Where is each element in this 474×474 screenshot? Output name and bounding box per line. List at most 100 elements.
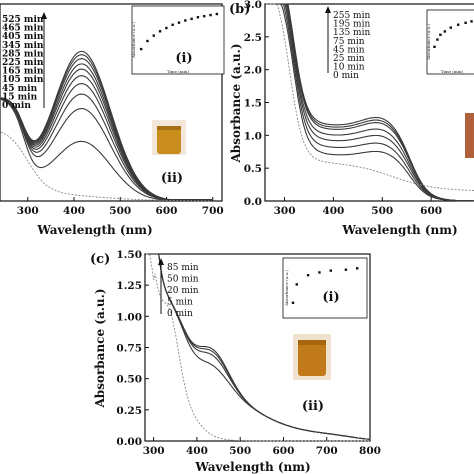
panel-a-legend-arrowhead (41, 12, 47, 19)
panel-c-inset-ylabel: Absorbance (a.u.) (284, 270, 289, 307)
panel-b-x-tick-label: 400 (322, 205, 344, 217)
panel-a-series-line (0, 131, 212, 202)
panel-a-x-ticks: 300 400 500 600 700 (17, 197, 224, 217)
panel-c-legend-item: 5 min (167, 298, 193, 308)
panel-b-inset-frame (426, 9, 474, 75)
panel-c-legend-item: 50 min (167, 275, 199, 285)
panel-b-x-tick-label: 500 (371, 205, 393, 217)
panel-a-inset-point (209, 13, 212, 17)
panel-c-x-tick-label: 500 (229, 445, 251, 457)
panel-a-legend-item: 45 min (2, 84, 38, 94)
panel-c-inset: (i) Absorbance (a.u.) (282, 257, 368, 319)
panel-a-frame (0, 3, 223, 202)
panel-c-inset-point (318, 271, 321, 274)
panel-b-inset-point (439, 33, 442, 36)
panel-a-legend-item: 225 min (2, 58, 44, 68)
panel-b-y-tick-label: 1.5 (244, 98, 262, 110)
panel-b-curves (266, 3, 474, 202)
panel-b-y-ticks: 0.0 0.5 1.0 1.5 2.0 2.5 3.0 (244, 0, 269, 208)
panel-a-inset-point (177, 21, 181, 24)
panel-b-inset-point (464, 21, 467, 24)
panel-a-inset-point (171, 23, 174, 26)
panel-a-inset-point (139, 47, 143, 51)
panel-a-legend-item: 465 min (2, 24, 44, 34)
panel-a-inset-point (184, 19, 187, 22)
panel-b-legend-item: 10 min (333, 63, 365, 73)
panel-b-legend-item: 75 min (333, 37, 365, 47)
panel-a-curves (0, 50, 212, 202)
panel-b-legend-item: 45 min (333, 45, 365, 55)
panel-a-legend-item: 345 min (2, 41, 44, 51)
panel-c-legend-item: 20 min (167, 286, 199, 296)
vial-b-liquid (465, 113, 474, 158)
panel-c-y-tick-label: 0.50 (116, 374, 142, 386)
panel-c-x-tick-label: 800 (359, 445, 381, 457)
panel-b-inset-point (433, 45, 436, 48)
panel-b-label: (b) (229, 2, 250, 17)
panel-c-ylabel: Absorbance (a.u.) (93, 288, 107, 408)
panel-a-legend-item: 0 min (2, 101, 31, 111)
panel-b-legend-item: 195 min (333, 20, 370, 30)
panel-a-inset-point (165, 26, 168, 30)
panel-b-series-line (266, 3, 474, 202)
panel-c-x-tick-label: 300 (143, 445, 165, 457)
panel-b-legend-arrowhead (325, 6, 331, 13)
panel-c-inset-point (344, 268, 348, 271)
panel-a-inset: (i) Time (min) Absorbance (a.u.) (131, 5, 225, 75)
panel-c-inset-label: (i) (322, 290, 339, 305)
panel-c-x-tick-label: 400 (186, 445, 208, 457)
panel-b: (b) 0.0 0.5 1.0 1.5 2.0 2.5 3.0 300 400 500 600 A… (229, 0, 474, 237)
panel-a-inset-ylabel: Absorbance (a.u.) (131, 22, 136, 59)
panel-b-xlabel: Wavelength (nm) (341, 223, 457, 237)
panel-a-inset-xlabel: Time (min) (167, 69, 190, 74)
panel-b-legend-item: 255 min (333, 11, 370, 21)
panel-a: 300 400 500 600 700 Wavelength (nm) 525 min4… (0, 3, 225, 237)
panel-b-y-tick-label: 0.5 (244, 163, 262, 175)
panel-b-inset-ylabel: Absorbance (a.u.) (426, 24, 431, 61)
panel-c-label: (c) (90, 252, 110, 267)
panel-a-x-tick-label: 300 (17, 205, 39, 217)
panel-c-inset-point (356, 267, 359, 270)
panel-c-inset-point (306, 274, 310, 277)
panel-c-legend-item: 85 min (167, 263, 199, 273)
panel-a-inset-point (196, 16, 200, 19)
panel-b-x-tick-label: 300 (274, 205, 296, 217)
panel-a-inset-point (146, 39, 149, 43)
panel-a-legend-item: 15 min (2, 92, 38, 102)
panel-c-y-tick-label: 1.25 (116, 280, 142, 292)
panel-a-inset-point (190, 17, 193, 21)
panel-b-inset-point (449, 26, 452, 29)
panel-b-x-tick-label: 600 (420, 205, 442, 217)
panel-c-y-tick-label: 0.25 (116, 405, 142, 417)
panel-b-inset-point (436, 38, 439, 41)
panel-a-inset-point (215, 12, 219, 16)
panel-a-legend-item: 285 min (2, 49, 44, 59)
panel-b-y-tick-label: 2.5 (244, 32, 262, 44)
panel-b-inset-point (443, 30, 447, 33)
vial-c-top (298, 340, 326, 345)
panel-b-y-tick-label: 3.0 (244, 0, 262, 11)
panel-c: (c) 0.00 0.25 0.50 0.75 1.00 1.25 1.50 300 400 5… (90, 249, 381, 474)
vial-c-liquid (298, 340, 326, 376)
panel-c-inset-point (329, 269, 332, 272)
vial-a-top (157, 126, 181, 130)
panel-b-y-tick-label: 0.0 (244, 196, 262, 208)
panel-b-series-line (266, 3, 474, 191)
panel-a-vial-photo (152, 120, 186, 155)
vial-a-liquid (157, 126, 181, 154)
panel-a-xlabel: Wavelength (nm) (36, 223, 152, 237)
panel-c-inset-point (291, 301, 295, 304)
panel-b-y-tick-label: 1.0 (244, 130, 262, 142)
panel-c-y-tick-label: 0.00 (116, 436, 142, 448)
panel-c-inset-frame (282, 257, 368, 319)
panel-a-inset-point (158, 30, 162, 33)
panel-c-legend-item: 0 min (167, 309, 193, 319)
panel-c-y-tick-label: 1.50 (116, 249, 142, 261)
panel-a-inset-point (203, 14, 206, 18)
panel-c-x-tick-label: 600 (273, 445, 295, 457)
panel-c-x-ticks: 300 400 500 600 700 800 (143, 437, 381, 457)
panel-c-y-ticks: 0.00 0.25 0.50 0.75 1.00 1.25 1.50 (116, 249, 149, 448)
